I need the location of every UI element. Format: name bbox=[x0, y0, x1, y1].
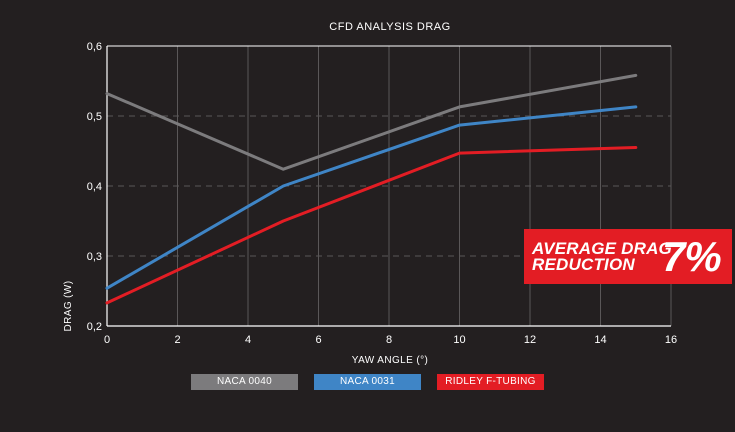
badge-percent: 7% bbox=[662, 233, 722, 280]
x-ticks: 0 2 4 6 8 10 12 14 16 bbox=[104, 334, 677, 346]
series-lines bbox=[105, 73, 638, 305]
y-tick-label: 0,5 bbox=[87, 111, 102, 123]
y-tick-label: 0,2 bbox=[87, 321, 102, 333]
x-tick-label: 12 bbox=[524, 334, 536, 346]
x-tick-label: 16 bbox=[665, 334, 677, 346]
y-tick-label: 0,3 bbox=[87, 251, 102, 263]
y-tick-label: 0,6 bbox=[87, 41, 102, 53]
x-tick-label: 14 bbox=[594, 334, 606, 346]
y-axis-label: DRAG (W) bbox=[63, 281, 74, 332]
legend-naca-0040: NACA 0040 bbox=[191, 374, 298, 390]
chart-title: CFD ANALYSIS DRAG bbox=[329, 21, 450, 33]
series-line-ridley-f-tubing bbox=[105, 146, 638, 305]
series-line-naca-0031 bbox=[105, 105, 638, 290]
badge-line-2: REDUCTION bbox=[532, 255, 635, 274]
legend-ridley-f-tubing: RIDLEY F-TUBING bbox=[437, 374, 544, 390]
series-line-naca-0040 bbox=[105, 73, 638, 171]
x-tick-label: 0 bbox=[104, 334, 110, 346]
legend-naca-0031: NACA 0031 bbox=[314, 374, 421, 390]
x-axis-label: YAW ANGLE (°) bbox=[352, 355, 428, 366]
x-tick-label: 4 bbox=[245, 334, 251, 346]
reduction-badge: AVERAGE DRAG REDUCTION 7% bbox=[524, 229, 732, 284]
y-tick-label: 0,4 bbox=[87, 181, 102, 193]
grid bbox=[107, 45, 672, 326]
badge-line-1: AVERAGE DRAG bbox=[532, 239, 672, 258]
x-tick-label: 10 bbox=[453, 334, 465, 346]
legend: NACA 0040 NACA 0031 RIDLEY F-TUBING bbox=[0, 374, 735, 390]
x-tick-label: 2 bbox=[174, 334, 180, 346]
x-tick-label: 6 bbox=[315, 334, 321, 346]
x-tick-label: 8 bbox=[386, 334, 392, 346]
y-ticks: 0,2 0,3 0,4 0,5 0,6 bbox=[87, 41, 102, 333]
